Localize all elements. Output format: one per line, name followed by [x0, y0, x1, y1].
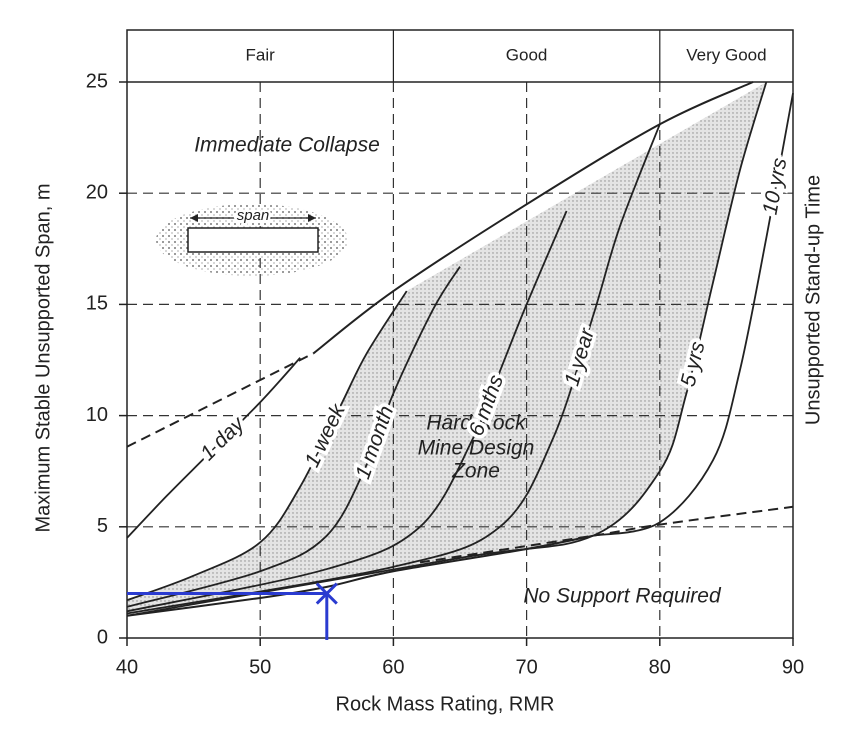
marker-cross [315, 582, 338, 605]
x-axis-label: Rock Mass Rating, RMR [336, 693, 555, 715]
opening [187, 227, 319, 253]
annotation: Hard Rock [426, 412, 527, 435]
x-tick-label: 50 [249, 656, 271, 678]
class-label: Fair [246, 45, 276, 64]
design-zone [127, 82, 767, 616]
y-tick-label: 0 [97, 626, 108, 648]
boundary-line [126, 352, 314, 448]
stand-up-curve [126, 81, 768, 617]
span-icon: span [156, 204, 348, 276]
x-tick-label: 90 [782, 656, 804, 678]
y-tick-label: 10 [86, 404, 108, 426]
stand-up-curve [126, 123, 661, 615]
class-label: Good [506, 45, 548, 64]
class-label: Very Good [686, 45, 766, 64]
boundary-line [419, 505, 794, 564]
annotation: No Support Required [523, 585, 722, 608]
x-tick-label: 40 [116, 656, 138, 678]
y2-axis-label: Unsupported Stand-up Time [802, 175, 824, 425]
y-tick-label: 25 [86, 70, 108, 92]
frame [126, 29, 794, 639]
stand-up-curve [593, 92, 794, 537]
x-tick-label: 70 [515, 656, 537, 678]
span-label: span [237, 207, 270, 224]
stand-up-curve [126, 210, 568, 613]
x-tick-label: 80 [649, 656, 671, 678]
y-tick-label: 20 [86, 181, 108, 203]
stand-up-curve [126, 290, 408, 602]
annotation: Mine Design [418, 437, 535, 460]
stand-up-curve [126, 266, 461, 608]
y-tick-label: 5 [97, 515, 108, 537]
annotation: Immediate Collapse [194, 134, 380, 157]
stand-up-curve [126, 357, 301, 539]
y-axis-label: Maximum Stable Unsupported Span, m [32, 183, 54, 532]
annotation: Zone [451, 460, 500, 483]
y-tick-label: 15 [86, 293, 108, 315]
x-tick-label: 60 [382, 656, 404, 678]
boundary-line [312, 81, 754, 355]
